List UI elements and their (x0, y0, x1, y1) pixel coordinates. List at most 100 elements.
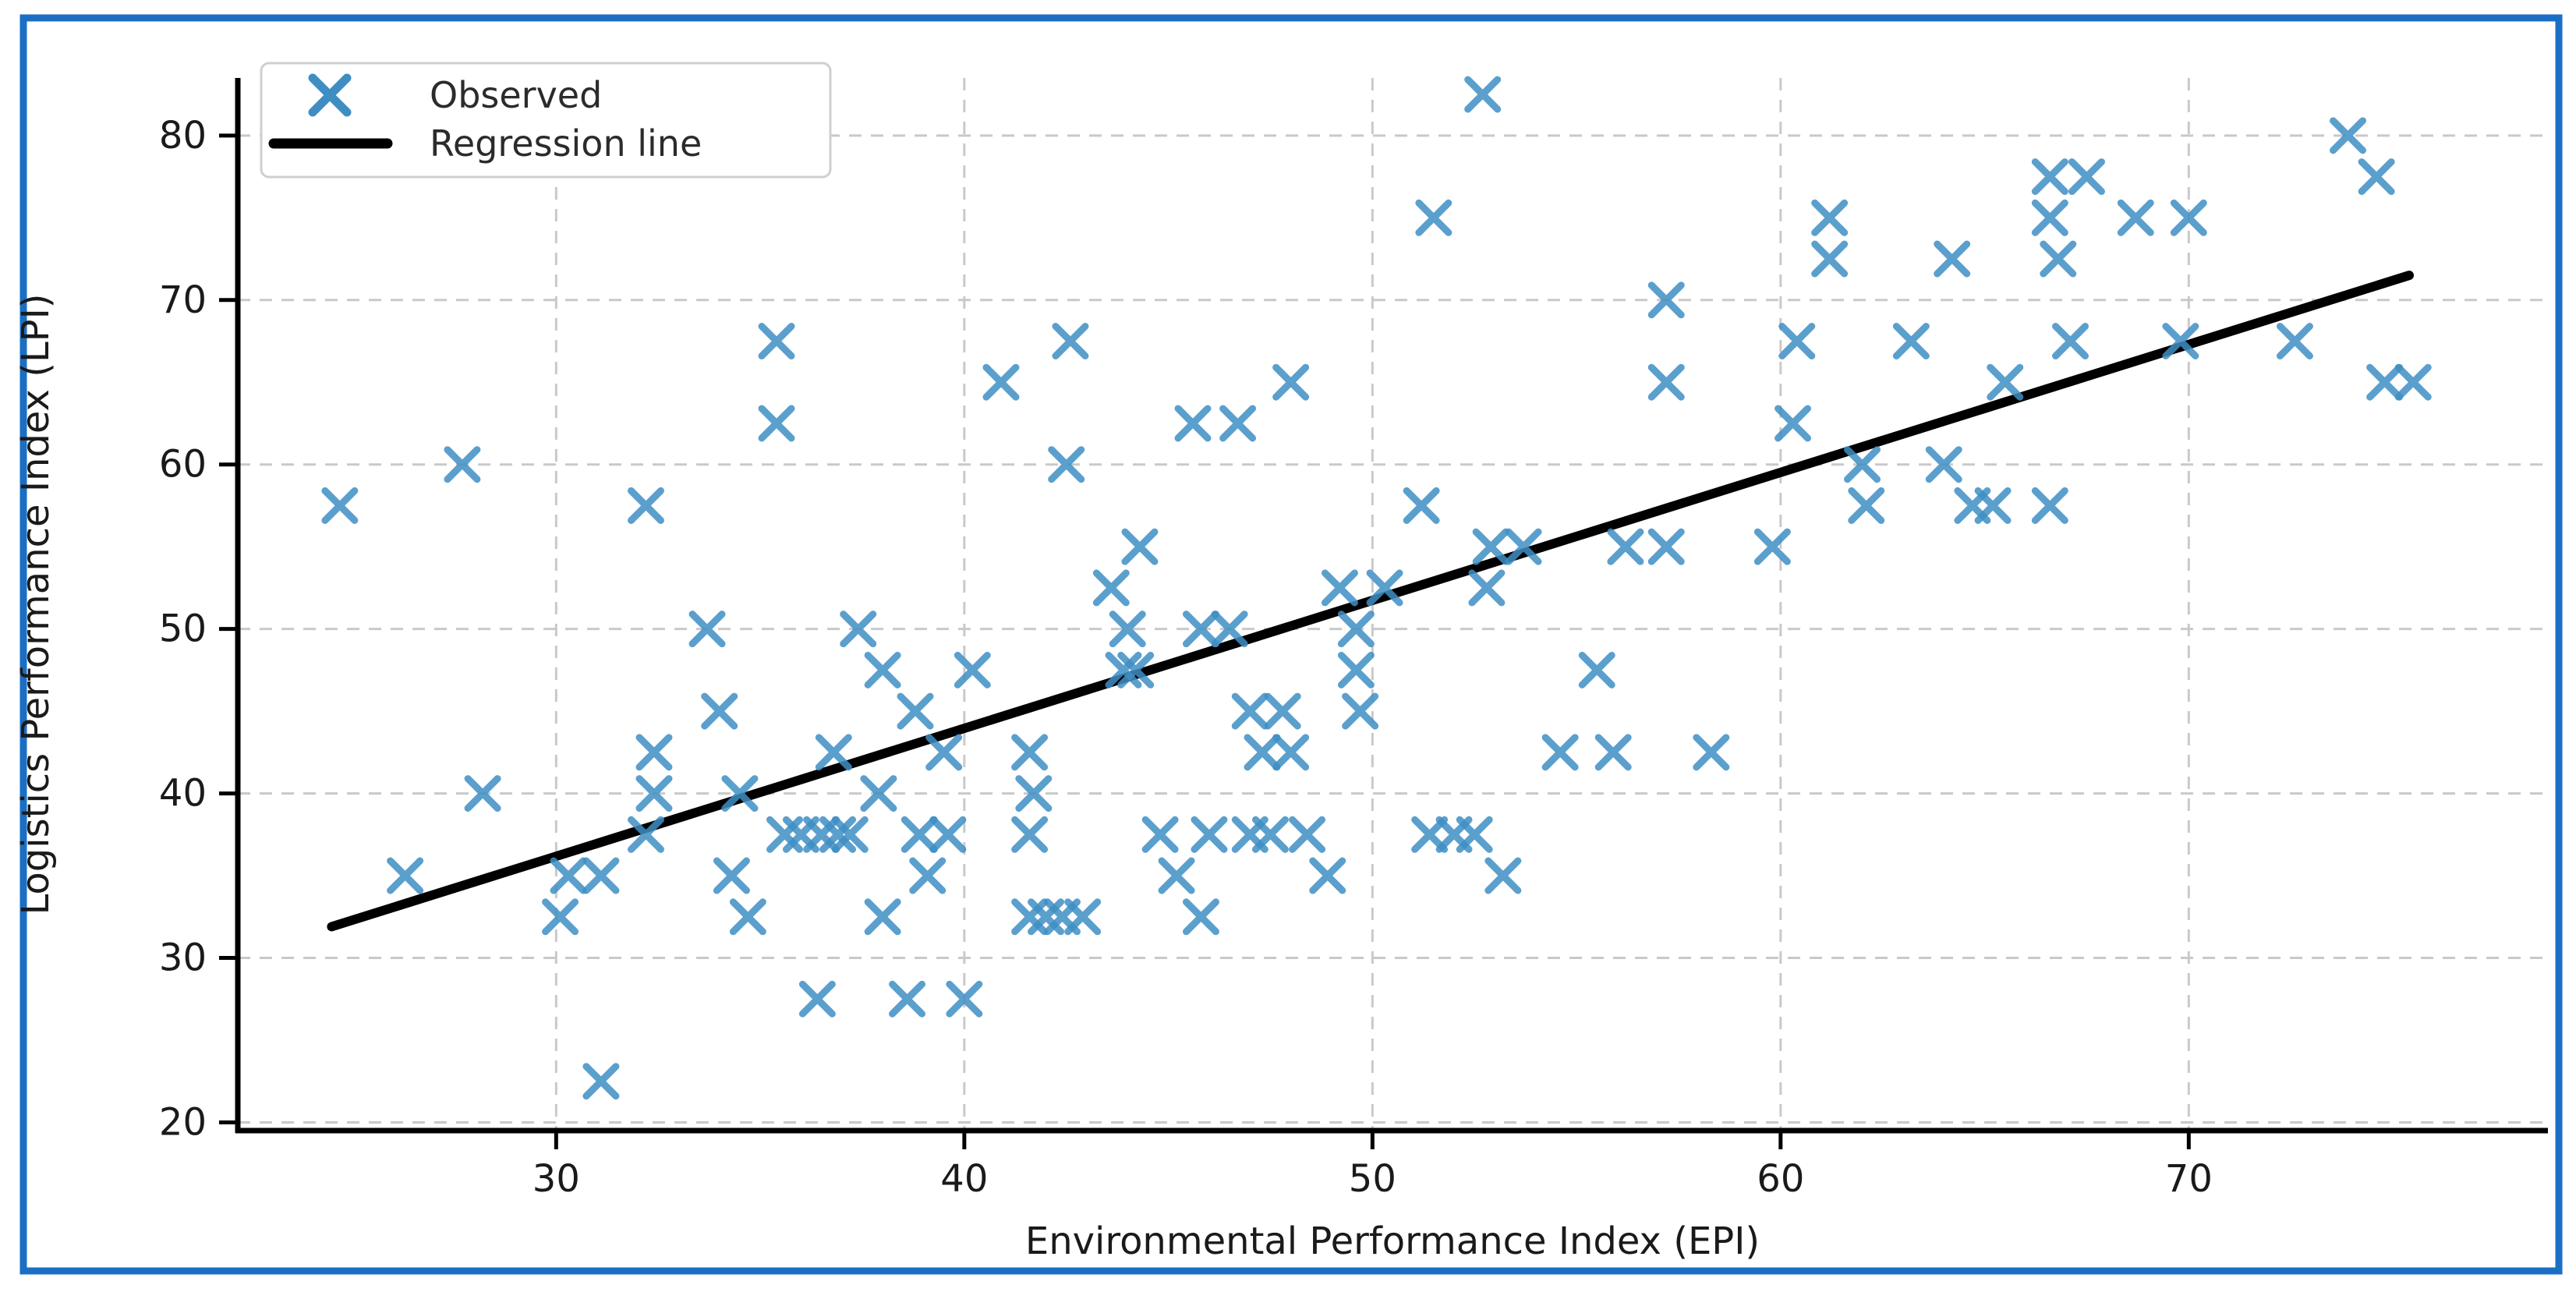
data-point-marker-icon (1647, 281, 1685, 319)
data-point-marker-icon (1342, 692, 1379, 730)
data-point-marker-icon (1064, 898, 1102, 936)
data-point-marker-icon (909, 857, 947, 894)
data-point-marker-icon (1182, 898, 1219, 936)
y-tick-label: 60 (159, 443, 207, 487)
data-point-marker-icon (1048, 446, 1085, 483)
data-point-marker-icon (1974, 487, 2012, 524)
data-point-marker-icon (1415, 199, 1453, 236)
data-point-marker-icon (1607, 528, 1644, 565)
data-point-marker-icon (387, 857, 424, 894)
data-point-marker-icon (701, 692, 738, 730)
data-point-marker-icon (1272, 734, 1310, 771)
data-point-marker-icon (1264, 692, 1301, 730)
data-point-marker-icon (946, 980, 983, 1018)
data-point-marker-icon (1987, 363, 2024, 401)
data-point-marker-icon (713, 857, 750, 894)
axes: 20 30 40 50 60 70 80 30 40 50 60 70 (159, 78, 2548, 1201)
data-point-marker-icon (1321, 569, 1358, 607)
data-point-marker-icon (1468, 569, 1506, 607)
data-point-marker-icon (758, 405, 795, 442)
data-point-marker-icon (1456, 816, 1493, 853)
scatter-points (321, 76, 2432, 1100)
data-point-marker-icon (1647, 528, 1685, 565)
x-tick-label: 60 (1757, 1157, 1804, 1201)
data-point-marker-icon (1117, 651, 1155, 688)
data-point-marker-icon (1272, 363, 1310, 401)
data-point-marker-icon (1403, 487, 1440, 524)
data-point-marker-icon (1505, 528, 1542, 565)
y-tick-label: 70 (159, 278, 207, 322)
data-point-marker-icon (2276, 323, 2313, 359)
data-point-marker-icon (2031, 199, 2068, 236)
data-point-marker-icon (1811, 240, 1849, 278)
data-point-marker-icon (1251, 816, 1289, 853)
x-tick-label: 30 (533, 1157, 580, 1201)
data-point-marker-icon (2117, 199, 2154, 236)
x-tick-label: 40 (940, 1157, 988, 1201)
data-point-marker-icon (1309, 857, 1346, 894)
data-point-marker-icon (550, 857, 587, 894)
y-tick-label: 80 (159, 114, 207, 158)
data-point-marker-icon (721, 775, 759, 812)
data-point-marker-icon (1182, 611, 1219, 648)
data-point-marker-icon (627, 816, 664, 853)
data-point-marker-icon (758, 323, 795, 359)
data-point-marker-icon (2031, 487, 2068, 524)
data-point-marker-icon (1011, 734, 1049, 771)
data-point-marker-icon (1015, 775, 1053, 812)
data-point-marker-icon (2068, 158, 2105, 196)
data-point-marker-icon (1219, 405, 1257, 442)
data-point-marker-icon (2031, 158, 2068, 196)
data-point-marker-icon (1753, 528, 1791, 565)
data-point-marker-icon (954, 651, 991, 688)
data-point-marker-icon (1141, 816, 1179, 853)
data-point-marker-icon (635, 775, 673, 812)
data-point-marker-icon (1337, 611, 1375, 648)
data-point-marker-icon (1244, 734, 1281, 771)
data-point-marker-icon (1109, 611, 1146, 648)
data-point-marker-icon (582, 1063, 620, 1100)
y-tick-label: 50 (159, 607, 207, 651)
data-point-marker-icon (321, 487, 359, 524)
data-point-marker-icon (1541, 734, 1579, 771)
gridlines (238, 78, 2548, 1131)
data-point-marker-icon (1647, 363, 1685, 401)
data-point-marker-icon (1811, 199, 1849, 236)
y-tick-label: 20 (159, 1100, 207, 1144)
data-point-marker-icon (1052, 323, 1089, 359)
y-tick-label: 40 (159, 772, 207, 816)
x-tick-label: 50 (1349, 1157, 1396, 1201)
data-point-marker-icon (1594, 734, 1632, 771)
data-point-marker-icon (1105, 651, 1142, 688)
data-point-marker-icon (1289, 816, 1326, 853)
data-point-marker-icon (1121, 528, 1159, 565)
legend-regression-label: Regression line (430, 122, 702, 165)
data-point-marker-icon (444, 446, 481, 483)
data-point-marker-icon (1934, 240, 1971, 278)
y-axis-label: Logistics Performance Index (LPI) (14, 293, 58, 915)
data-point-marker-icon (1366, 569, 1403, 607)
data-point-marker-icon (1693, 734, 1730, 771)
data-point-marker-icon (1231, 692, 1269, 730)
data-point-marker-icon (1892, 323, 1930, 359)
data-point-marker-icon (864, 651, 901, 688)
x-tick-label: 70 (2165, 1157, 2213, 1201)
data-point-marker-icon (729, 898, 766, 936)
data-point-marker-icon (464, 775, 501, 812)
data-point-marker-icon (889, 980, 926, 1018)
data-point-marker-icon (840, 611, 877, 648)
data-point-marker-icon (1472, 528, 1509, 565)
data-point-marker-icon (1778, 323, 1816, 359)
legend[interactable]: Observed Regression line (260, 62, 832, 179)
data-point-marker-icon (831, 816, 869, 853)
data-point-marker-icon (1464, 76, 1502, 113)
data-point-marker-icon (929, 816, 967, 853)
data-point-marker-icon (1158, 857, 1195, 894)
data-point-marker-icon (860, 775, 897, 812)
data-point-marker-icon (2329, 117, 2366, 154)
data-point-marker-icon (1925, 446, 1962, 483)
data-point-marker-icon (1578, 651, 1615, 688)
data-point-marker-icon (1191, 816, 1228, 853)
data-point-marker-icon (1211, 611, 1248, 648)
